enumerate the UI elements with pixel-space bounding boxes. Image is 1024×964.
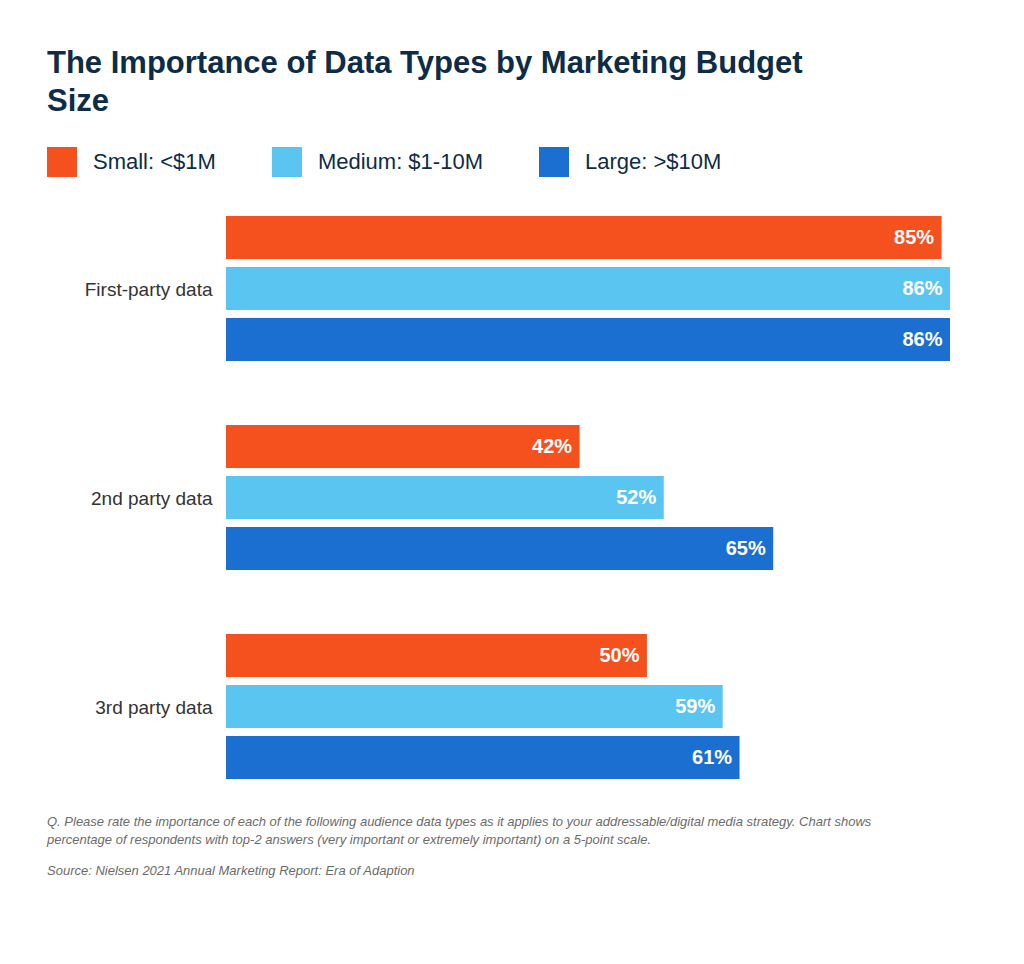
html-text:Q. Please rate the importance: Q. Please rate the importance of each of… (47, 814, 872, 847)
html-text:The Importance of Data Types b: The Importance of Data Types by Marketin… (47, 45, 803, 118)
svg-text:52%: 52% (616, 486, 656, 508)
svg-text:61%: 61% (692, 746, 732, 768)
svg-text:85%: 85% (894, 226, 934, 248)
html-text:Small: <$1M: Small: <$1M (93, 149, 216, 174)
html-text:Large: >$10M: Large: >$10M (585, 149, 722, 174)
svg-text:59%: 59% (675, 695, 715, 717)
svg-text:2nd party data: 2nd party data (91, 488, 213, 509)
svg-text:3rd party data: 3rd party data (95, 697, 213, 718)
html-text:Medium: $1-10M: Medium: $1-10M (317, 149, 483, 174)
html-text:Source: Nielsen 2021 Annual Ma: Source: Nielsen 2021 Annual Marketing Re… (47, 863, 415, 878)
svg-text:50%: 50% (599, 644, 639, 666)
svg-text:86%: 86% (902, 328, 942, 350)
svg-text:65%: 65% (726, 537, 766, 559)
svg-text:42%: 42% (532, 435, 572, 457)
svg-text:86%: 86% (902, 277, 942, 299)
svg-text:First-party data: First-party data (85, 279, 213, 300)
